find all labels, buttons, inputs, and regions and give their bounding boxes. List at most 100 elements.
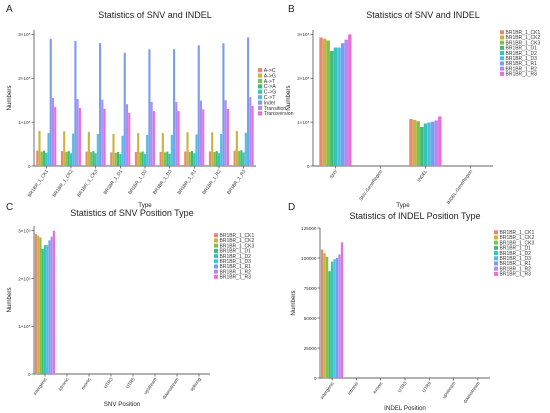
- bar: [233, 150, 236, 166]
- legend-label: A->G: [264, 73, 276, 79]
- bar: [240, 150, 243, 166]
- x-tick-label: intronic: [347, 380, 360, 396]
- bar: [416, 121, 420, 166]
- bar: [251, 105, 254, 166]
- x-axis-label: Type: [138, 202, 152, 209]
- bar: [409, 119, 413, 166]
- legend-label: C->A: [264, 84, 277, 90]
- legend-label: BR1BR_1_CK2: [220, 238, 255, 244]
- legend-swatch: [214, 233, 218, 238]
- bar: [121, 135, 124, 166]
- chart-title: Statistics of INDEL Position Type: [349, 211, 480, 221]
- bar: [90, 151, 93, 166]
- legend-label: BR1BR_1_CK3: [500, 240, 535, 246]
- bar: [320, 249, 324, 378]
- bar: [211, 132, 214, 166]
- bar: [177, 111, 180, 166]
- bar: [45, 152, 48, 166]
- y-tick-label: 0: [314, 376, 317, 381]
- bar: [125, 104, 129, 166]
- bar: [48, 240, 51, 374]
- bar: [208, 151, 211, 166]
- legend-label: BR1BR_1_CK3: [506, 40, 541, 46]
- x-tick-label: downstream: [161, 377, 180, 401]
- legend-swatch: [500, 61, 504, 66]
- x-tick-label: SNV-GeneRegion: [358, 168, 383, 201]
- bar: [226, 108, 229, 166]
- bar: [159, 151, 162, 166]
- legend-swatch: [494, 235, 498, 240]
- legend-label: C->T: [264, 95, 277, 101]
- legend-label: BR1BR_1_D1: [500, 246, 532, 252]
- bar: [340, 242, 344, 378]
- legend-label: Transition: [264, 106, 287, 112]
- bar: [420, 126, 424, 166]
- bar: [249, 97, 252, 166]
- legend-label: Indel: [264, 100, 275, 106]
- bar: [161, 133, 164, 166]
- bar: [322, 38, 327, 166]
- legend-label: BR1BR_1_CK3: [220, 243, 255, 249]
- legend-swatch: [214, 243, 218, 248]
- bar: [96, 133, 99, 166]
- legend-label: BR1BR_1_R3: [506, 72, 538, 78]
- bar: [141, 151, 144, 166]
- bar: [325, 256, 329, 378]
- y-axis-label: Numbers: [6, 85, 13, 110]
- legend-label: BR1BR_1_R3: [500, 272, 532, 278]
- bar: [348, 34, 352, 166]
- legend-swatch: [214, 238, 218, 243]
- bar: [39, 237, 42, 374]
- legend: BR1BR_1_CK1BR1BR_1_CK2BR1BR_1_CK3BR1BR_1…: [214, 233, 254, 281]
- bar: [85, 151, 88, 166]
- x-tick-label: BR1BR_1_D1: [103, 168, 124, 195]
- bar: [337, 47, 341, 166]
- x-tick-label: UTR5: [125, 376, 136, 389]
- bar: [238, 151, 241, 166]
- bar: [195, 134, 198, 166]
- legend-swatch: [494, 251, 498, 256]
- x-tick-label: BR1BR_1_D2: [127, 168, 148, 195]
- y-tick-label: 125000: [301, 226, 317, 231]
- legend-label: BR1BR_1_R1: [220, 264, 252, 270]
- bar: [99, 43, 102, 167]
- y-tick-label: 0: [307, 164, 310, 169]
- bar: [36, 150, 39, 166]
- bar: [166, 151, 169, 166]
- bar: [42, 150, 46, 166]
- legend-label: BR1BR_1_CK1: [500, 230, 535, 236]
- y-tick-label: 3×10⁵: [18, 229, 30, 234]
- legend-swatch: [214, 248, 218, 253]
- bar: [244, 132, 247, 166]
- legend-swatch: [258, 100, 263, 105]
- legend-swatch: [258, 73, 263, 78]
- legend-label: BR1BR_1_D3: [500, 256, 532, 262]
- x-tick-label: exonic: [372, 380, 384, 394]
- bar: [197, 45, 200, 166]
- bar: [38, 130, 41, 166]
- bar: [412, 119, 417, 166]
- chart-title: Statistics of SNV and INDEL: [98, 10, 212, 20]
- bar: [188, 151, 191, 166]
- bar: [101, 99, 104, 166]
- bar: [220, 133, 223, 166]
- chart-title: Statistics of SNV and INDEL: [366, 10, 480, 20]
- x-tick-label: BR1BR_1_D3: [152, 168, 173, 195]
- legend-swatch: [494, 240, 498, 245]
- y-axis-label: Numbers: [285, 85, 292, 110]
- bar: [63, 131, 66, 166]
- legend-label: A->T: [264, 79, 276, 85]
- bar: [47, 133, 50, 166]
- bar: [119, 154, 122, 166]
- legend-label: BR1BR_1_D1: [220, 249, 252, 255]
- y-tick-label: 1×10⁵: [18, 324, 30, 329]
- legend-swatch: [494, 245, 498, 250]
- y-tick-label: 0: [28, 372, 31, 377]
- legend-label: BR1BR_1_D2: [500, 251, 532, 257]
- y-tick-label: 2×10⁵: [18, 76, 30, 81]
- bar: [137, 133, 140, 166]
- bar: [222, 43, 225, 167]
- bar: [74, 40, 77, 166]
- bar: [148, 49, 151, 167]
- bar: [76, 98, 79, 166]
